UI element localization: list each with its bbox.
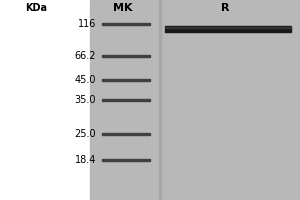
Text: 116: 116 <box>78 19 96 29</box>
Text: 18.4: 18.4 <box>75 155 96 165</box>
Bar <box>102 159 150 161</box>
Bar <box>159 0 160 200</box>
Bar <box>102 99 150 101</box>
Text: R: R <box>221 3 229 13</box>
Text: MK: MK <box>113 3 133 13</box>
Bar <box>165 26 291 28</box>
Text: 35.0: 35.0 <box>74 95 96 105</box>
Text: 25.0: 25.0 <box>74 129 96 139</box>
Bar <box>102 23 150 25</box>
Text: KDa: KDa <box>25 3 47 13</box>
Bar <box>90 0 300 200</box>
Text: 66.2: 66.2 <box>74 51 96 61</box>
Bar <box>165 26 291 31</box>
Bar <box>102 79 150 81</box>
Bar <box>102 55 150 57</box>
Bar <box>102 133 150 135</box>
Text: 45.0: 45.0 <box>74 75 96 85</box>
